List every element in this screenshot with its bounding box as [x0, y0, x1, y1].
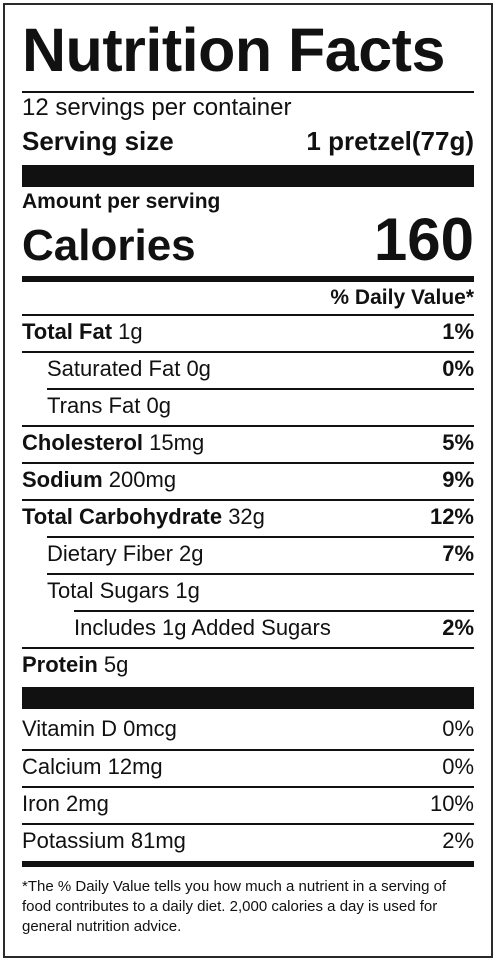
nutrient-name: Sodium: [22, 467, 103, 492]
nutrient-row-total-carbohydrate: Total Carbohydrate 32g 12%: [22, 502, 474, 532]
calories-row: Calories 160: [22, 205, 474, 281]
vitamin-amount: 81mg: [130, 828, 186, 853]
nutrient-amount: 0g: [146, 393, 171, 418]
nutrient-label: Trans Fat 0g: [47, 391, 171, 421]
nutrient-label: Cholesterol 15mg: [22, 428, 204, 458]
serving-size-row: Serving size 1 pretzel(77g): [22, 123, 474, 159]
servings-per-container: 12 servings per container: [22, 94, 292, 121]
vitamin-label: Potassium 81mg: [22, 826, 186, 856]
nutrient-dv: 2%: [442, 615, 474, 640]
divider: [47, 388, 474, 390]
vitamin-amount: 2mg: [66, 791, 109, 816]
vitamin-label: Vitamin D 0mcg: [22, 714, 177, 744]
nutrient-name: Protein: [22, 652, 98, 677]
nutrient-amount: 200mg: [108, 467, 177, 492]
daily-value-header: % Daily Value*: [330, 286, 474, 309]
divider: [22, 351, 474, 353]
nutrient-amount: 1g: [175, 578, 200, 603]
nutrient-row-total-fat: Total Fat 1g 1%: [22, 317, 474, 347]
divider: [22, 786, 474, 788]
divider: [47, 573, 474, 575]
nutrient-name: Cholesterol: [22, 430, 144, 455]
heavy-divider: [22, 687, 474, 709]
vitamin-name: Iron: [22, 791, 60, 816]
medium-divider: [22, 276, 474, 282]
nutrient-name: Includes 1g Added Sugars: [74, 615, 331, 640]
nutrient-row-added-sugars: Includes 1g Added Sugars 2%: [22, 613, 474, 643]
vitamin-dv: 0%: [442, 754, 474, 779]
vitamin-row-potassium: Potassium 81mg 2%: [22, 826, 474, 856]
nutrient-name: Dietary Fiber: [47, 541, 173, 566]
heavy-divider: [22, 165, 474, 187]
vitamin-amount: 0mcg: [123, 716, 177, 741]
nutrient-amount: 0g: [186, 356, 211, 381]
divider: [22, 425, 474, 427]
vitamin-name: Potassium: [22, 828, 125, 853]
divider: [22, 823, 474, 825]
vitamin-dv: 2%: [442, 828, 474, 853]
divider: [22, 462, 474, 464]
vitamin-name: Vitamin D: [22, 716, 117, 741]
nutrient-row-cholesterol: Cholesterol 15mg 5%: [22, 428, 474, 458]
nutrient-label: Sodium 200mg: [22, 465, 176, 495]
nutrient-name: Total Carbohydrate: [22, 504, 223, 529]
nutrient-row-trans-fat: Trans Fat 0g: [22, 391, 474, 421]
daily-value-footnote: *The % Daily Value tells you how much a …: [22, 878, 447, 935]
vitamin-label: Calcium 12mg: [22, 752, 163, 782]
nutrient-label: Dietary Fiber 2g: [47, 539, 204, 569]
vitamin-row-vitamin-d: Vitamin D 0mcg 0%: [22, 714, 474, 744]
nutrient-dv: 12%: [429, 504, 474, 529]
nutrient-amount: 32g: [228, 504, 265, 529]
nutrient-label: Total Carbohydrate 32g: [22, 502, 265, 532]
vitamin-label: Iron 2mg: [22, 789, 109, 819]
vitamin-row-calcium: Calcium 12mg 0%: [22, 752, 474, 782]
divider: [74, 610, 474, 612]
medium-divider: [22, 861, 474, 867]
nutrient-dv: 0%: [442, 356, 474, 381]
nutrient-label: Total Sugars 1g: [47, 576, 200, 606]
vitamin-name: Calcium: [22, 754, 102, 779]
nutrient-dv: 9%: [442, 467, 474, 492]
nutrient-label: Saturated Fat 0g: [47, 354, 211, 384]
nutrition-facts-label: Nutrition Facts 12 servings per containe…: [3, 3, 493, 958]
label-title: Nutrition Facts: [22, 16, 445, 84]
nutrient-amount: 15mg: [149, 430, 205, 455]
nutrient-dv: 1%: [442, 319, 474, 344]
vitamin-amount: 12mg: [107, 754, 163, 779]
divider: [22, 749, 474, 751]
serving-size-value: 1 pretzel(77g): [306, 126, 474, 156]
nutrient-name: Total Sugars: [47, 578, 170, 603]
divider: [22, 499, 474, 501]
amount-per-serving: Amount per serving: [22, 190, 221, 213]
vitamin-dv: 0%: [442, 716, 474, 741]
vitamin-dv: 10%: [429, 791, 474, 816]
divider: [22, 647, 474, 649]
label-content: Nutrition Facts 12 servings per containe…: [22, 5, 474, 956]
nutrient-amount: 2g: [179, 541, 204, 566]
nutrient-row-total-sugars: Total Sugars 1g: [22, 576, 474, 606]
serving-size-label: Serving size: [22, 126, 174, 156]
divider: [22, 314, 474, 316]
nutrient-dv: 5%: [442, 430, 474, 455]
calories-label: Calories: [22, 221, 196, 270]
calories-value: 160: [373, 206, 474, 273]
nutrient-name: Trans Fat: [47, 393, 141, 418]
nutrient-row-dietary-fiber: Dietary Fiber 2g 7%: [22, 539, 474, 569]
nutrient-label: Total Fat 1g: [22, 317, 143, 347]
divider: [47, 536, 474, 538]
vitamin-row-iron: Iron 2mg 10%: [22, 789, 474, 819]
nutrient-amount: 5g: [103, 652, 129, 677]
nutrient-name: Total Fat: [22, 319, 113, 344]
nutrient-label: Protein 5g: [22, 650, 128, 680]
nutrient-dv: 7%: [442, 541, 474, 566]
divider: [22, 91, 474, 93]
nutrient-row-protein: Protein 5g: [22, 650, 474, 680]
nutrient-name: Saturated Fat: [47, 356, 181, 381]
nutrient-amount: 1g: [118, 319, 143, 344]
nutrient-row-saturated-fat: Saturated Fat 0g 0%: [22, 354, 474, 384]
nutrient-row-sodium: Sodium 200mg 9%: [22, 465, 474, 495]
